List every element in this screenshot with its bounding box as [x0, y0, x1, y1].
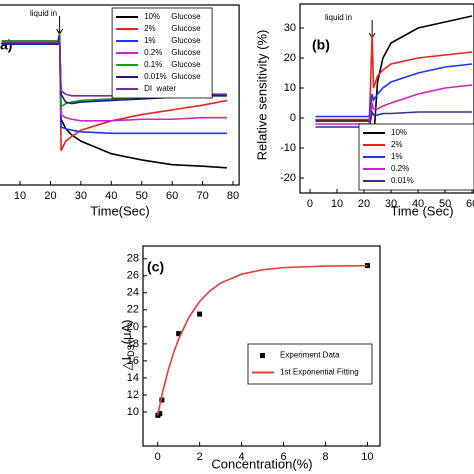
x-tick-label: 10 — [14, 190, 26, 202]
y-tick-label: 20 — [127, 321, 139, 333]
legend-label: 1% Glucose — [144, 36, 201, 45]
legend-box — [247, 343, 373, 385]
legend-label: 1% — [391, 152, 403, 161]
y-label-unit: (μA) — [119, 320, 134, 345]
y-tick-label: 12 — [127, 389, 139, 401]
plot-frame — [142, 245, 381, 447]
x-axis-label: Concentration(%) — [211, 456, 312, 471]
y-tick-label: -20 — [280, 172, 296, 184]
x-axis-label: Time (Sec) — [390, 203, 453, 218]
x-tick-label: 0 — [155, 451, 161, 463]
legend-label: 2% Glucose — [144, 24, 201, 33]
plot-frame — [0, 4, 240, 186]
x-tick-label: 10 — [331, 198, 343, 210]
x-tick-label: 60 — [466, 198, 474, 210]
annotation: liquid in — [30, 9, 57, 18]
x-axis-label: Time(Sec) — [90, 203, 149, 218]
series-line — [315, 15, 473, 149]
x-tick-label: 30 — [385, 198, 397, 210]
y-tick-label: 28 — [127, 253, 139, 265]
x-tick-label: 40 — [105, 190, 117, 202]
annotation: liquid in — [325, 13, 352, 22]
series-line — [315, 63, 473, 118]
x-tick-label: 50 — [136, 190, 148, 202]
annotation-arrow — [56, 16, 64, 35]
x-tick-label: 4 — [239, 451, 245, 463]
x-tick-label: 40 — [412, 198, 424, 210]
x-tick-label: 50 — [439, 198, 451, 210]
data-point — [176, 331, 182, 337]
x-tick-label: 70 — [196, 190, 208, 202]
y-label-sub: DS — [126, 344, 136, 357]
series-line — [315, 84, 473, 125]
y-label-main: △I — [119, 357, 134, 371]
y-tick-label: 10 — [284, 82, 296, 94]
legend-label: Experiment Data — [280, 351, 340, 360]
legend-label: 0.2% Glucose — [144, 48, 201, 57]
x-tick-label: 80 — [227, 190, 239, 202]
y-tick-label: 14 — [127, 372, 139, 384]
x-tick-label: 20 — [358, 198, 370, 210]
y-axis-label: △IDS(μA) — [119, 320, 136, 371]
x-tick-label: 20 — [44, 190, 56, 202]
y-axis-label: Relative sensitivity (%) — [254, 30, 269, 161]
legend-label: 2% — [391, 140, 403, 149]
legend-label: 0.2% — [391, 164, 409, 173]
y-tick-label: 24 — [127, 287, 139, 299]
y-tick-label: 22 — [127, 304, 139, 316]
plot-frame — [299, 3, 474, 194]
series-line — [315, 33, 473, 121]
legend-label: 0.1% Glucose — [144, 60, 201, 69]
x-tick-label: 0 — [307, 198, 313, 210]
y-tick-label: 18 — [127, 338, 139, 350]
x-tick-label: 6 — [280, 451, 286, 463]
x-tick-label: 8 — [322, 451, 328, 463]
panel-label: (c) — [147, 259, 164, 275]
legend-label: 0.01% Glucose — [144, 72, 201, 81]
x-tick-label: 10 — [361, 451, 373, 463]
panel-label: (b) — [312, 37, 330, 53]
data-point — [364, 263, 370, 269]
legend-marker — [260, 353, 265, 358]
x-tick-label: 30 — [75, 190, 87, 202]
legend-label: 10% — [391, 128, 407, 137]
legend-label: 10% Glucose — [144, 12, 201, 21]
data-point — [157, 411, 163, 417]
legend-label: 0.01% — [391, 176, 414, 185]
y-tick-label: 26 — [127, 270, 139, 282]
legend-label: DI water — [144, 84, 176, 93]
y-tick-label: 0 — [290, 112, 296, 124]
x-tick-label: 60 — [166, 190, 178, 202]
legend-label: 1st Exponential Fitting — [280, 368, 359, 377]
x-tick-label: 2 — [197, 451, 203, 463]
y-tick-label: 10 — [127, 406, 139, 418]
y-tick-label: 16 — [127, 355, 139, 367]
y-tick-label: 20 — [284, 52, 296, 64]
y-tick-label: 30 — [284, 22, 296, 34]
data-point — [159, 397, 165, 403]
data-point — [197, 311, 203, 317]
y-tick-label: -10 — [280, 142, 296, 154]
series-line — [156, 264, 368, 416]
